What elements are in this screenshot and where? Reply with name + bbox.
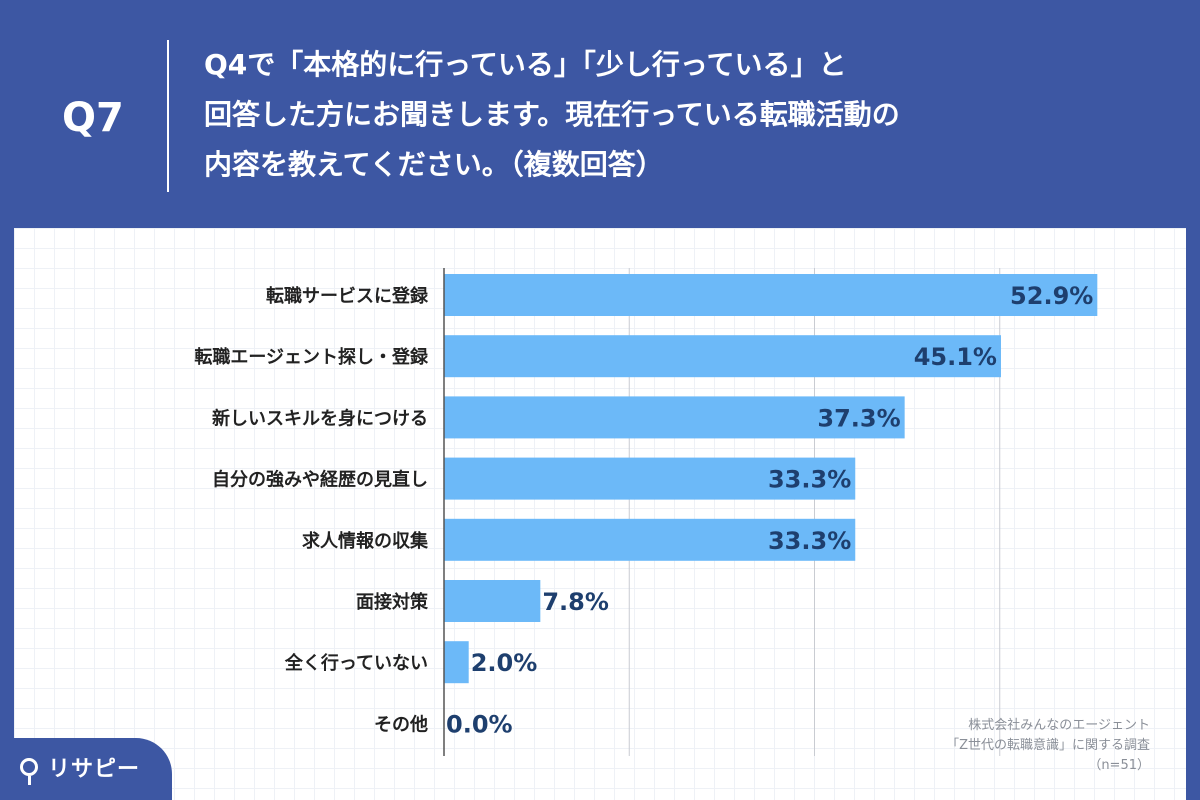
value-label-1: 45.1%	[914, 343, 997, 371]
bar-6	[444, 641, 469, 684]
source-line-2: 「Z世代の転職意識」に関する調査	[946, 738, 1150, 753]
bar-2	[444, 396, 905, 439]
logo: リサピー	[20, 750, 141, 785]
bar-chart: 転職サービスに登録 52.9% 転職エージェント探し・登録 45.1% 新しいスキルを身…	[194, 268, 1098, 756]
category-label-5: 面接対策	[356, 591, 429, 613]
question-line-2: 回答した方にお聞きします。現在行っている転職活動の	[204, 98, 900, 131]
source-line-1: 株式会社みんなのエージェント	[968, 718, 1150, 733]
logo-text: リサピー	[48, 757, 141, 782]
category-label-7: その他	[374, 713, 428, 735]
category-label-4: 求人情報の収集	[302, 530, 429, 552]
category-label-3: 自分の強みや経歴の見直し	[212, 469, 428, 491]
category-label-1: 転職エージェント探し・登録	[194, 346, 429, 368]
bar-0	[444, 274, 1098, 316]
value-label-2: 37.3%	[817, 404, 900, 432]
question-line-1: Q4で「本格的に行っている」「少し行っている」と	[204, 48, 847, 81]
header: Q7 Q4で「本格的に行っている」「少し行っている」と 回答した方にお聞きします…	[0, 0, 1200, 228]
value-label-0: 52.9%	[1010, 282, 1093, 310]
value-label-3: 33.3%	[768, 466, 851, 494]
bar-4	[444, 518, 856, 561]
value-label-5: 7.8%	[542, 588, 609, 616]
bar-5	[444, 580, 541, 622]
value-label-4: 33.3%	[768, 527, 851, 555]
header-divider	[167, 40, 169, 192]
bar-1	[444, 335, 1001, 378]
question-text: Q4で「本格的に行っている」「少し行っている」と 回答した方にお聞きします。現在…	[204, 40, 1164, 190]
source-line-3: （n=51）	[1088, 758, 1150, 773]
chart-panel: 転職サービスに登録 52.9% 転職エージェント探し・登録 45.1% 新しいスキルを身…	[14, 228, 1186, 800]
category-label-2: 新しいスキルを身につける	[212, 407, 428, 429]
value-label-6: 2.0%	[471, 649, 538, 677]
source-note: 株式会社みんなのエージェント 「Z世代の転職意識」に関する調査 （n=51）	[946, 716, 1150, 776]
category-label-0: 転職サービスに登録	[266, 285, 429, 307]
pin-icon	[20, 758, 38, 785]
bar-3	[444, 457, 856, 500]
question-number: Q7	[62, 95, 124, 141]
question-line-3: 内容を教えてください。（複数回答）	[204, 148, 664, 181]
value-label-7: 0.0%	[446, 710, 513, 738]
category-label-6: 全く行っていない	[284, 652, 428, 674]
